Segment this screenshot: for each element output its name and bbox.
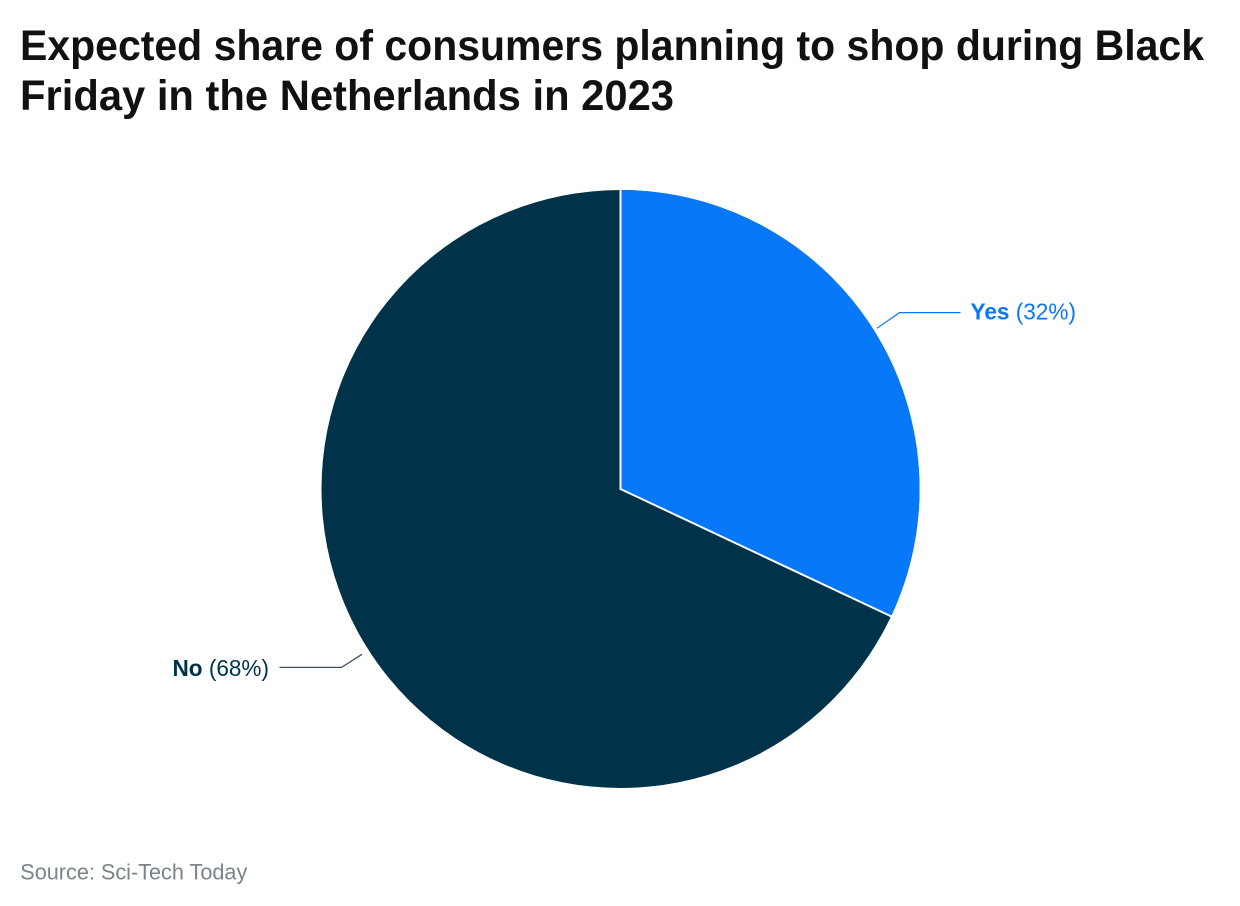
svg-text:Expected share of consumers pl: Expected share of consumers planning to … — [20, 23, 1204, 70]
svg-text:Friday in the Netherlands in 2: Friday in the Netherlands in 2023 — [20, 73, 674, 120]
svg-text:Yes (32%): Yes (32%) — [971, 298, 1077, 324]
svg-text:Source: Sci-Tech Today: Source: Sci-Tech Today — [20, 860, 247, 885]
svg-text:No (68%): No (68%) — [173, 655, 270, 681]
